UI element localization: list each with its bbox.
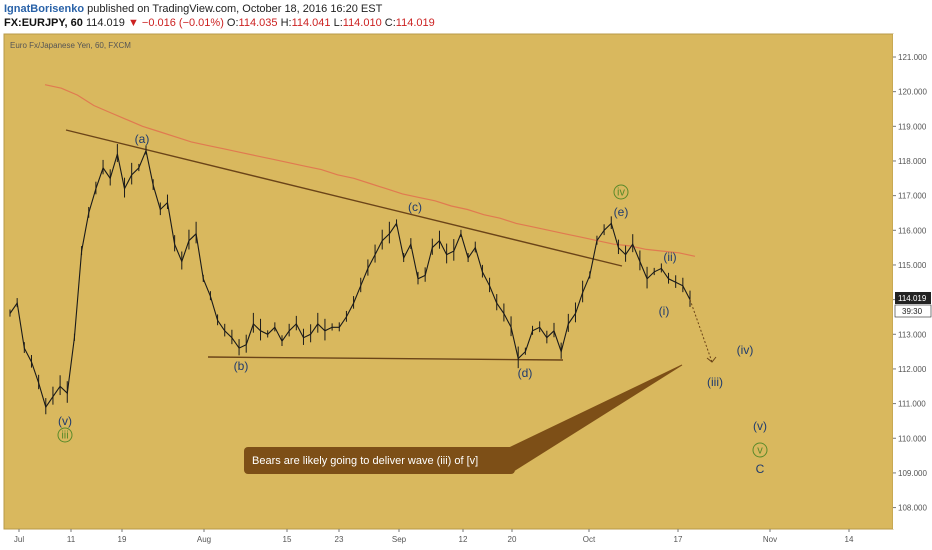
open-label: O: — [226, 17, 239, 29]
y-tick-label: 109.000 — [898, 469, 927, 478]
wave-label[interactable]: (e) — [614, 205, 629, 219]
wave-label[interactable]: (d) — [518, 366, 533, 380]
wave-label[interactable]: (i) — [659, 304, 670, 318]
wave-label[interactable]: (v) — [58, 414, 72, 428]
y-tick-label: 120.000 — [898, 88, 927, 97]
x-tick-label: Nov — [763, 535, 777, 544]
chart-legend: Euro Fx/Japanese Yen, 60, FXCM — [10, 41, 131, 50]
wave-label[interactable]: C — [756, 462, 765, 476]
y-tick-label: 111.000 — [898, 400, 926, 409]
y-tick-label: 121.000 — [898, 53, 927, 62]
wave-label[interactable]: (iii) — [707, 375, 723, 389]
wave-label[interactable]: (c) — [408, 200, 422, 214]
y-tick-label: 112.000 — [898, 365, 927, 374]
lower-trendline[interactable] — [207, 356, 564, 361]
low-label: L: — [333, 17, 343, 29]
price-axis-panel[interactable] — [893, 34, 932, 529]
y-tick-label: 113.000 — [898, 330, 927, 339]
price-badge-price-bg — [895, 292, 931, 304]
price-badge-countdown: 39:30 — [902, 307, 923, 316]
symbol-label: FX:EURJPY, 60 — [4, 17, 83, 29]
projection-path — [689, 299, 713, 363]
moving-average-line — [44, 84, 696, 257]
author-name[interactable]: IgnatBorisenko — [4, 3, 85, 15]
chart-background — [3, 33, 894, 530]
y-tick-label: 110.000 — [898, 434, 927, 443]
publish-line: IgnatBorisenko published on TradingView.… — [4, 3, 382, 16]
x-tick-label: Oct — [583, 535, 596, 544]
price-line — [9, 148, 691, 409]
y-tick-label: 118.000 — [898, 157, 927, 166]
projection-arrowhead-icon — [706, 356, 717, 363]
last-price: 114.019 — [85, 17, 125, 29]
down-arrow-icon: ▼ — [127, 17, 139, 29]
wave-label[interactable]: (v) — [753, 419, 767, 433]
published-info: published on TradingView.com, October 18… — [87, 3, 383, 15]
price-badge: 114.019 39:30 — [894, 292, 932, 318]
callout: Bears are likely going to deliver wave (… — [244, 364, 683, 474]
wave-marker-circle — [613, 184, 629, 200]
y-tick-label: 108.000 — [898, 504, 927, 513]
wave-label[interactable]: iii — [61, 430, 68, 442]
x-tick-label: 15 — [283, 535, 292, 544]
close-label: C: — [384, 17, 396, 29]
wave-label[interactable]: (b) — [234, 359, 249, 373]
x-tick-label: 20 — [508, 535, 517, 544]
x-tick-label: 17 — [674, 535, 683, 544]
y-tick-label: 116.000 — [898, 226, 927, 235]
ohlc-line: FX:EURJPY, 60 114.019 ▼ −0.016 (−0.01%) … — [4, 17, 435, 30]
low-value: 114.010 — [342, 17, 382, 29]
high-value: 114.041 — [291, 17, 331, 29]
x-tick-label: 12 — [459, 535, 468, 544]
wave-label[interactable]: iv — [617, 187, 625, 199]
price-badge-countdown-bg — [894, 304, 932, 318]
upper-trendline[interactable] — [65, 129, 623, 267]
x-tick-label: 23 — [335, 535, 344, 544]
wave-marker-circle — [57, 427, 73, 443]
close-value: 114.019 — [395, 17, 435, 29]
x-tick-label: 14 — [845, 535, 854, 544]
x-tick-label: Aug — [197, 535, 211, 544]
open-value: 114.035 — [238, 17, 278, 29]
y-tick-label: 119.000 — [898, 122, 927, 131]
wave-label[interactable]: (a) — [135, 132, 150, 146]
x-tick-label: 19 — [118, 535, 127, 544]
wave-marker-circle — [752, 442, 768, 458]
y-tick-label: 115.000 — [898, 261, 927, 270]
callout-box — [244, 447, 515, 474]
high-label: H: — [280, 17, 292, 29]
wave-label[interactable]: v — [757, 445, 763, 457]
x-tick-label: 11 — [67, 535, 76, 544]
y-tick-label: 117.000 — [898, 192, 927, 201]
price-badge-price: 114.019 — [898, 294, 927, 303]
callout-text: Bears are likely going to deliver wave (… — [252, 455, 478, 467]
wave-label[interactable]: (ii) — [663, 250, 676, 264]
price-change: −0.016 (−0.01%) — [141, 17, 224, 29]
x-tick-label: Sep — [392, 535, 407, 544]
x-tick-label: Jul — [14, 535, 24, 544]
wave-label[interactable]: (iv) — [737, 343, 754, 357]
